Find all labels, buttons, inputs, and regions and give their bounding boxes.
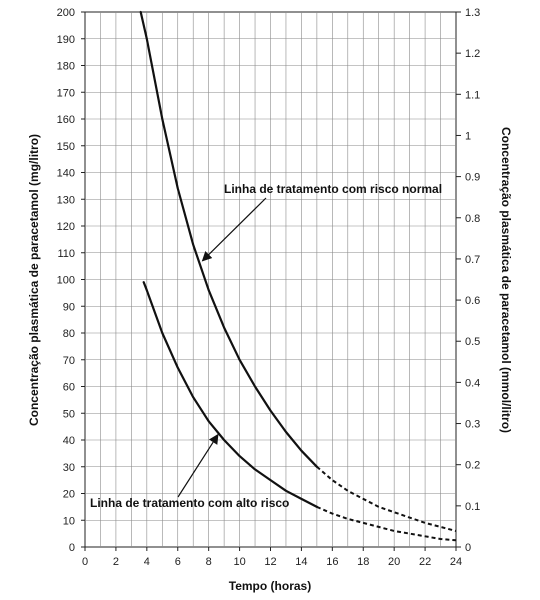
y-tick-label: 0 bbox=[69, 542, 75, 554]
y-tick-label: 120 bbox=[57, 221, 75, 233]
x-tick-label: 18 bbox=[357, 556, 369, 568]
high-risk-line-solid bbox=[142, 281, 318, 508]
normal-risk-line-dashed bbox=[316, 466, 457, 532]
y-tick-label: 60 bbox=[63, 382, 75, 394]
y2-tick-label: 1.2 bbox=[465, 48, 480, 60]
y2-tick-label: 0 bbox=[465, 542, 471, 554]
y-tick-label: 90 bbox=[63, 301, 75, 313]
x-tick-label: 20 bbox=[388, 556, 400, 568]
x-tick-label: 24 bbox=[450, 556, 462, 568]
y2-tick-label: 0.2 bbox=[465, 460, 480, 472]
y2-tick-label: 1.1 bbox=[465, 89, 480, 101]
x-axis: 0 2 4 6 8 10 12 14 16 18 20 22 24 bbox=[82, 547, 462, 568]
chart-grid bbox=[84, 11, 457, 548]
y-tick-label: 130 bbox=[57, 194, 75, 206]
high-risk-label: Linha de tratamento com alto risco bbox=[90, 496, 289, 510]
x-tick-label: 8 bbox=[206, 556, 212, 568]
y-axis-left: 0 10 20 30 40 50 60 70 80 90 100 110 120 130 140 150 160… bbox=[57, 7, 85, 554]
y-tick-label: 160 bbox=[57, 114, 75, 126]
y2-tick-label: 0.4 bbox=[465, 377, 480, 389]
y2-tick-label: 0.7 bbox=[465, 254, 480, 266]
x-tick-label: 4 bbox=[144, 556, 150, 568]
y-tick-label: 50 bbox=[63, 408, 75, 420]
y-tick-label: 140 bbox=[57, 168, 75, 180]
y2-tick-label: 1 bbox=[465, 130, 471, 142]
high-risk-arrow bbox=[177, 433, 219, 498]
y2-tick-label: 1.3 bbox=[465, 7, 480, 19]
y-tick-label: 190 bbox=[57, 34, 75, 46]
y-tick-label: 10 bbox=[63, 515, 75, 527]
y-tick-label: 20 bbox=[63, 489, 75, 501]
chart-series bbox=[139, 10, 457, 542]
normal-risk-line-solid bbox=[139, 10, 318, 468]
y-tick-label: 30 bbox=[63, 462, 75, 474]
x-axis-title: Tempo (horas) bbox=[229, 579, 311, 593]
y-tick-label: 150 bbox=[57, 141, 75, 153]
x-tick-label: 16 bbox=[326, 556, 338, 568]
y-tick-label: 70 bbox=[63, 355, 75, 367]
high-risk-line-dashed bbox=[316, 505, 457, 542]
x-tick-label: 10 bbox=[233, 556, 245, 568]
y-axis-title: Concentração plasmática de paracetamol (… bbox=[27, 134, 41, 426]
x-tick-label: 22 bbox=[419, 556, 431, 568]
y-tick-label: 200 bbox=[57, 7, 75, 19]
y2-tick-label: 0.5 bbox=[465, 336, 480, 348]
normal-risk-arrow bbox=[201, 197, 267, 262]
normal-risk-label: Linha de tratamento com risco normal bbox=[224, 182, 442, 196]
y-tick-label: 180 bbox=[57, 61, 75, 73]
x-tick-label: 2 bbox=[113, 556, 119, 568]
y2-tick-label: 0.9 bbox=[465, 172, 480, 184]
y2-tick-label: 0.6 bbox=[465, 295, 480, 307]
x-tick-label: 6 bbox=[175, 556, 181, 568]
x-tick-label: 12 bbox=[264, 556, 276, 568]
y2-tick-label: 0.8 bbox=[465, 213, 480, 225]
x-tick-label: 14 bbox=[295, 556, 307, 568]
y-tick-label: 110 bbox=[57, 248, 75, 260]
y2-tick-label: 0.1 bbox=[465, 501, 480, 513]
x-tick-label: 0 bbox=[82, 556, 88, 568]
y2-tick-label: 0.3 bbox=[465, 419, 480, 431]
y2-axis-title: Concentração plasmática de paracetamol (… bbox=[499, 127, 513, 433]
chart-annotations: Linha de tratamento com risco normal Linh… bbox=[90, 182, 442, 510]
y-tick-label: 170 bbox=[57, 87, 75, 99]
y-tick-label: 100 bbox=[57, 275, 75, 287]
y-tick-label: 40 bbox=[63, 435, 75, 447]
y-tick-label: 80 bbox=[63, 328, 75, 340]
y-axis-right: 0 0.1 0.2 0.3 0.4 0.5 0.6 0.7 0.8 0.9 1 1.1 1.2 1.3 bbox=[456, 7, 480, 554]
